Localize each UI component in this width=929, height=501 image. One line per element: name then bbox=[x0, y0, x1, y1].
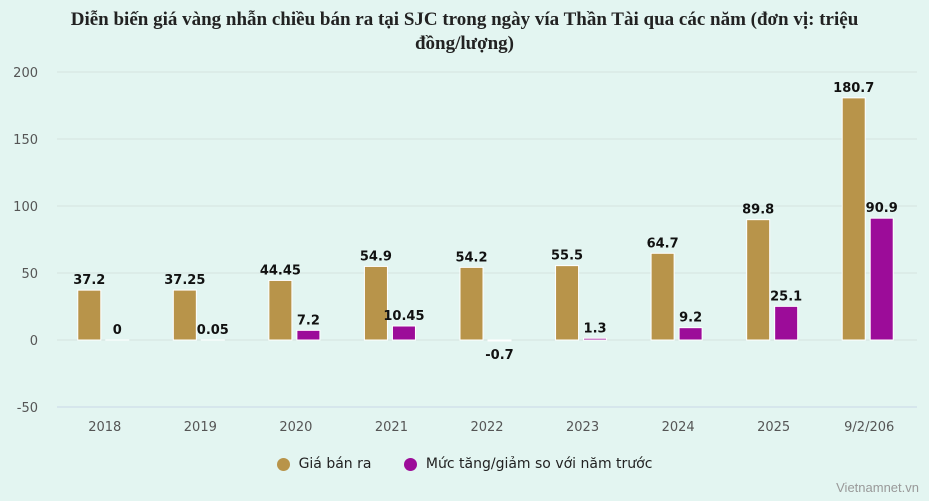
data-label: 0.05 bbox=[197, 323, 229, 338]
data-label: 54.2 bbox=[455, 250, 487, 265]
data-label: 7.2 bbox=[297, 313, 320, 328]
bar-gia-ban-ra[interactable] bbox=[172, 289, 197, 341]
x-tick-label: 9/2/206 bbox=[844, 420, 894, 435]
bar-gia-ban-ra[interactable] bbox=[459, 266, 484, 341]
bar-gia-ban-ra[interactable] bbox=[650, 252, 675, 341]
x-tick-label: 2018 bbox=[88, 420, 121, 435]
data-label: 90.9 bbox=[866, 201, 898, 216]
data-label: 25.1 bbox=[770, 289, 802, 304]
y-tick-label: 50 bbox=[21, 267, 38, 282]
data-label: 89.8 bbox=[742, 203, 774, 218]
bar-gia-ban-ra[interactable] bbox=[268, 279, 293, 341]
data-label: 55.5 bbox=[551, 249, 583, 264]
chart-title: Diễn biến giá vàng nhẫn chiều bán ra tại… bbox=[70, 9, 859, 54]
bar-muc-tang-giam[interactable] bbox=[583, 337, 608, 341]
legend-label: Mức tăng/giảm so với năm trước bbox=[425, 456, 653, 472]
y-tick-label: -50 bbox=[17, 401, 38, 416]
x-tick-label: 2021 bbox=[375, 420, 408, 435]
data-label: 10.45 bbox=[383, 309, 424, 324]
bar-muc-tang-giam[interactable] bbox=[391, 325, 416, 341]
legend-item-gia-ban-ra[interactable]: Giá bán ra bbox=[276, 456, 372, 472]
bar-gia-ban-ra[interactable] bbox=[746, 219, 771, 341]
x-tick-label: 2023 bbox=[566, 420, 599, 435]
bar-gia-ban-ra[interactable] bbox=[77, 289, 102, 341]
x-tick-label: 2024 bbox=[662, 420, 695, 435]
bar-muc-tang-giam[interactable] bbox=[678, 327, 703, 341]
bar-gia-ban-ra[interactable] bbox=[363, 265, 388, 341]
bar-muc-tang-giam[interactable] bbox=[296, 329, 321, 341]
data-label: 64.7 bbox=[647, 236, 679, 251]
legend-marker-icon bbox=[403, 457, 417, 471]
data-label: 1.3 bbox=[584, 321, 607, 336]
data-label: -0.7 bbox=[485, 348, 513, 363]
bar-gia-ban-ra[interactable] bbox=[841, 97, 866, 341]
data-label: 37.25 bbox=[164, 273, 205, 288]
bar-muc-tang-giam[interactable] bbox=[774, 305, 799, 341]
x-tick-label: 2025 bbox=[757, 420, 790, 435]
bar-muc-tang-giam[interactable] bbox=[869, 217, 894, 341]
data-label: 9.2 bbox=[679, 311, 702, 326]
data-label: 54.9 bbox=[360, 249, 392, 264]
data-label: 0 bbox=[113, 323, 122, 338]
y-tick-label: 200 bbox=[13, 66, 38, 81]
bar-muc-tang-giam[interactable] bbox=[487, 339, 512, 342]
bar-gia-ban-ra[interactable] bbox=[555, 265, 580, 341]
credit: Vietnamnet.vn bbox=[836, 480, 919, 495]
y-tick-label: 150 bbox=[13, 133, 38, 148]
y-tick-label: 0 bbox=[30, 334, 38, 349]
x-tick-label: 2020 bbox=[279, 420, 312, 435]
x-tick-label: 2022 bbox=[470, 420, 503, 435]
data-label: 37.2 bbox=[73, 273, 105, 288]
legend-item-muc-tang-giam[interactable]: Mức tăng/giảm so với năm trước bbox=[403, 456, 653, 472]
data-label: 44.45 bbox=[260, 263, 301, 278]
legend-label: Giá bán ra bbox=[298, 456, 372, 472]
data-label: 180.7 bbox=[833, 81, 874, 96]
legend-marker-icon bbox=[276, 457, 290, 471]
y-tick-label: 100 bbox=[13, 200, 38, 215]
x-tick-label: 2019 bbox=[184, 420, 217, 435]
legend: Giá bán ra Mức tăng/giảm so với năm trướ… bbox=[0, 456, 929, 475]
